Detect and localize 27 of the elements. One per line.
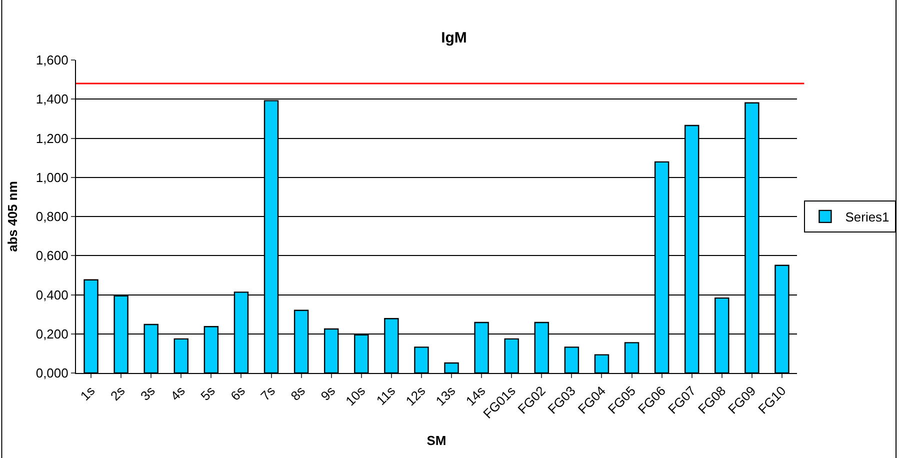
y-tick-label: 1,200 xyxy=(36,130,68,146)
y-tick-label: 1,000 xyxy=(36,170,68,185)
x-tick-label: 4s xyxy=(168,382,188,404)
y-tick-label: 1,400 xyxy=(36,92,68,107)
y-tick-label: 0,400 xyxy=(36,287,68,302)
x-tick-label: 3s xyxy=(138,382,158,404)
y-tick-label: 0,000 xyxy=(36,366,68,381)
x-tick-label: 2s xyxy=(107,382,128,404)
x-tick-label: 8s xyxy=(288,382,308,404)
y-tick-label: 1,600 xyxy=(36,52,68,68)
x-tick-label: 14s xyxy=(462,382,489,409)
x-axis-title: SM xyxy=(426,433,446,448)
x-tick-label: 9s xyxy=(318,382,338,404)
x-tick-label: 5s xyxy=(198,382,218,404)
x-tick-label: 13s xyxy=(432,382,459,409)
x-tick-label: 11s xyxy=(373,382,399,408)
y-axis-title: abs 405 nm xyxy=(4,181,20,252)
y-tick-label: 0,600 xyxy=(36,248,68,264)
chart-title: IgM xyxy=(441,30,467,47)
y-tick-label: 0,800 xyxy=(36,209,68,224)
x-tick-label: 10s xyxy=(342,382,368,409)
x-tick-label: 6s xyxy=(228,382,248,404)
x-tick-label: 7s xyxy=(258,382,278,404)
y-tick-label: 0,200 xyxy=(36,326,68,342)
legend-label: Series1 xyxy=(845,210,890,225)
x-tick-label: 1s xyxy=(77,382,98,404)
x-tick-label: 12s xyxy=(402,382,429,409)
